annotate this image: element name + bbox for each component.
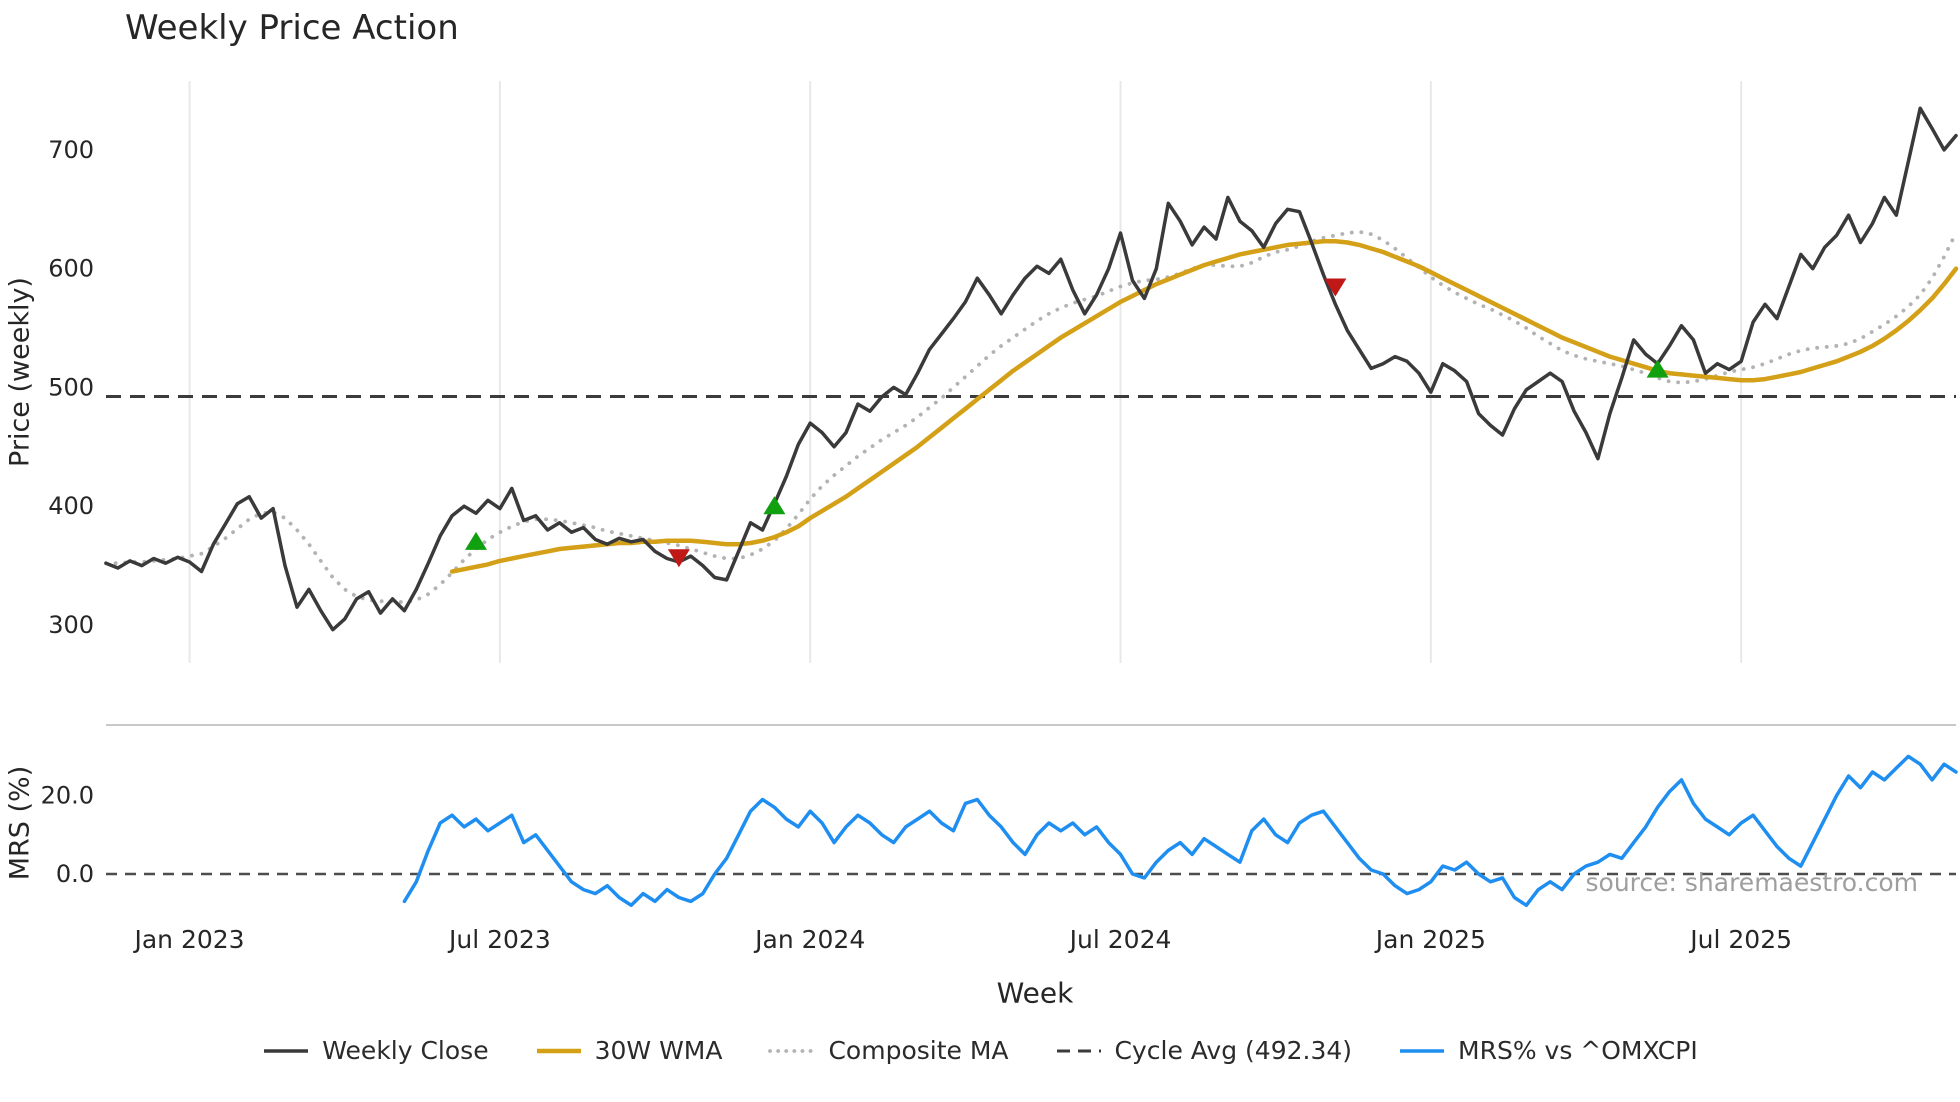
y-tick-label: 700 [48, 136, 94, 164]
y-tick-label: 300 [48, 611, 94, 639]
source-watermark: source: sharemaestro.com [1585, 868, 1919, 897]
weekly-close-line [104, 106, 1958, 632]
legend-swatch [768, 1048, 817, 1053]
mrs-line [402, 754, 1958, 908]
wma-line [449, 239, 1959, 574]
y-tick-label: 400 [48, 492, 94, 520]
mrs-axis-label: MRS (%) [4, 765, 36, 881]
legend-swatch [264, 1048, 309, 1053]
legend-label: Composite MA [828, 1036, 1009, 1065]
buy-signal-marker [465, 531, 487, 550]
legend-swatch [1056, 1049, 1101, 1052]
x-tick-label: Jan 2023 [132, 925, 244, 954]
legend-item-0: Weekly Close [262, 1036, 489, 1065]
buy-signal-marker [1646, 359, 1669, 378]
legend-label: 30W WMA [594, 1036, 723, 1065]
composite-ma-line [104, 229, 1958, 605]
legend: Weekly Close 30W WMA Composite MA Cycle Avg… [0, 1036, 1960, 1065]
sell-signal-marker [667, 549, 690, 568]
y-tick-label: 600 [48, 255, 94, 283]
legend-item-2: Composite MA [768, 1036, 1009, 1065]
x-tick-label: Jul 2025 [1688, 925, 1792, 954]
y-tick-label: 20.0 [41, 782, 94, 810]
x-tick-label: Jul 2024 [1068, 925, 1172, 954]
x-tick-label: Jan 2025 [1374, 925, 1486, 954]
y-tick-label: 0.0 [56, 860, 94, 888]
sell-signal-marker [1324, 278, 1347, 297]
chart-title: Weekly Price Action [125, 8, 459, 48]
x-tick-label: Jan 2024 [753, 925, 865, 954]
legend-item-1: 30W WMA [535, 1036, 723, 1065]
buy-signal-marker [763, 496, 786, 515]
legend-swatch [536, 1048, 581, 1053]
legend-item-4: MRS% vs ^OMXCPI [1398, 1036, 1698, 1065]
price-axis-label: Price (weekly) [4, 277, 36, 467]
legend-label: MRS% vs ^OMXCPI [1458, 1036, 1698, 1065]
legend-label: Cycle Avg (492.34) [1114, 1036, 1353, 1065]
legend-label: Weekly Close [322, 1036, 489, 1065]
legend-item-3: Cycle Avg (492.34) [1055, 1036, 1353, 1065]
x-axis-label: Week [996, 976, 1074, 1010]
y-tick-label: 500 [48, 373, 94, 401]
x-tick-label: Jul 2023 [447, 925, 551, 954]
legend-swatch [1400, 1048, 1445, 1053]
